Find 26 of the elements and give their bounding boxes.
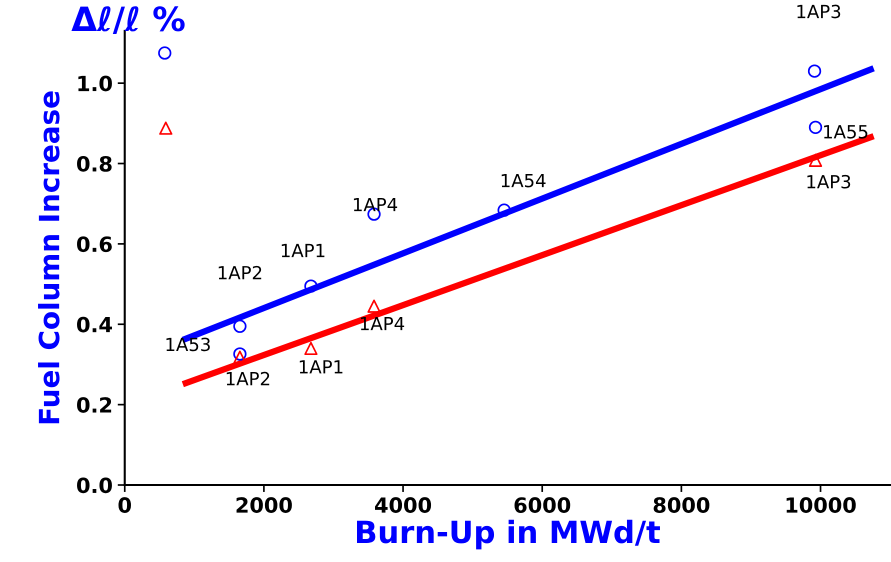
x-tick-label: 2000	[236, 497, 292, 513]
annotation: 1AP3	[797, 4, 840, 18]
annotation: 1AP1	[300, 360, 342, 374]
y-tick-label: 0.4	[77, 316, 112, 332]
x-tick-label: 6000	[514, 497, 570, 513]
annotation: 1AP2	[226, 372, 270, 386]
annotation: 1A55	[824, 125, 868, 139]
x-tick-label: 4000	[375, 497, 432, 513]
y-tick-label: 0.2	[77, 397, 112, 413]
x-tick-label: 0	[118, 497, 131, 513]
annotation: 1AP2	[218, 266, 262, 280]
y-axis-title: Fuel Column Increase	[38, 91, 60, 424]
chart-title: Δℓ/ℓ %	[71, 6, 185, 34]
y-tick-label: 1.0	[78, 76, 112, 92]
x-tick-label: 8000	[654, 497, 710, 513]
annotation: 1AP4	[354, 198, 398, 212]
y-tick-label: 0.0	[77, 477, 112, 494]
x-axis-title: Burn-Up in MWd/t	[356, 520, 660, 550]
annotation: 1AP1	[282, 244, 324, 258]
annotation: 1A53	[166, 338, 210, 352]
y-tick-label: 0.6	[77, 236, 112, 252]
annotation: 1AP3	[807, 174, 850, 189]
annotation: 1AP4	[360, 317, 404, 330]
x-tick-label: 10000	[786, 497, 856, 513]
annotation: 1A54	[502, 174, 546, 188]
y-tick-label: 0.8	[77, 156, 112, 172]
